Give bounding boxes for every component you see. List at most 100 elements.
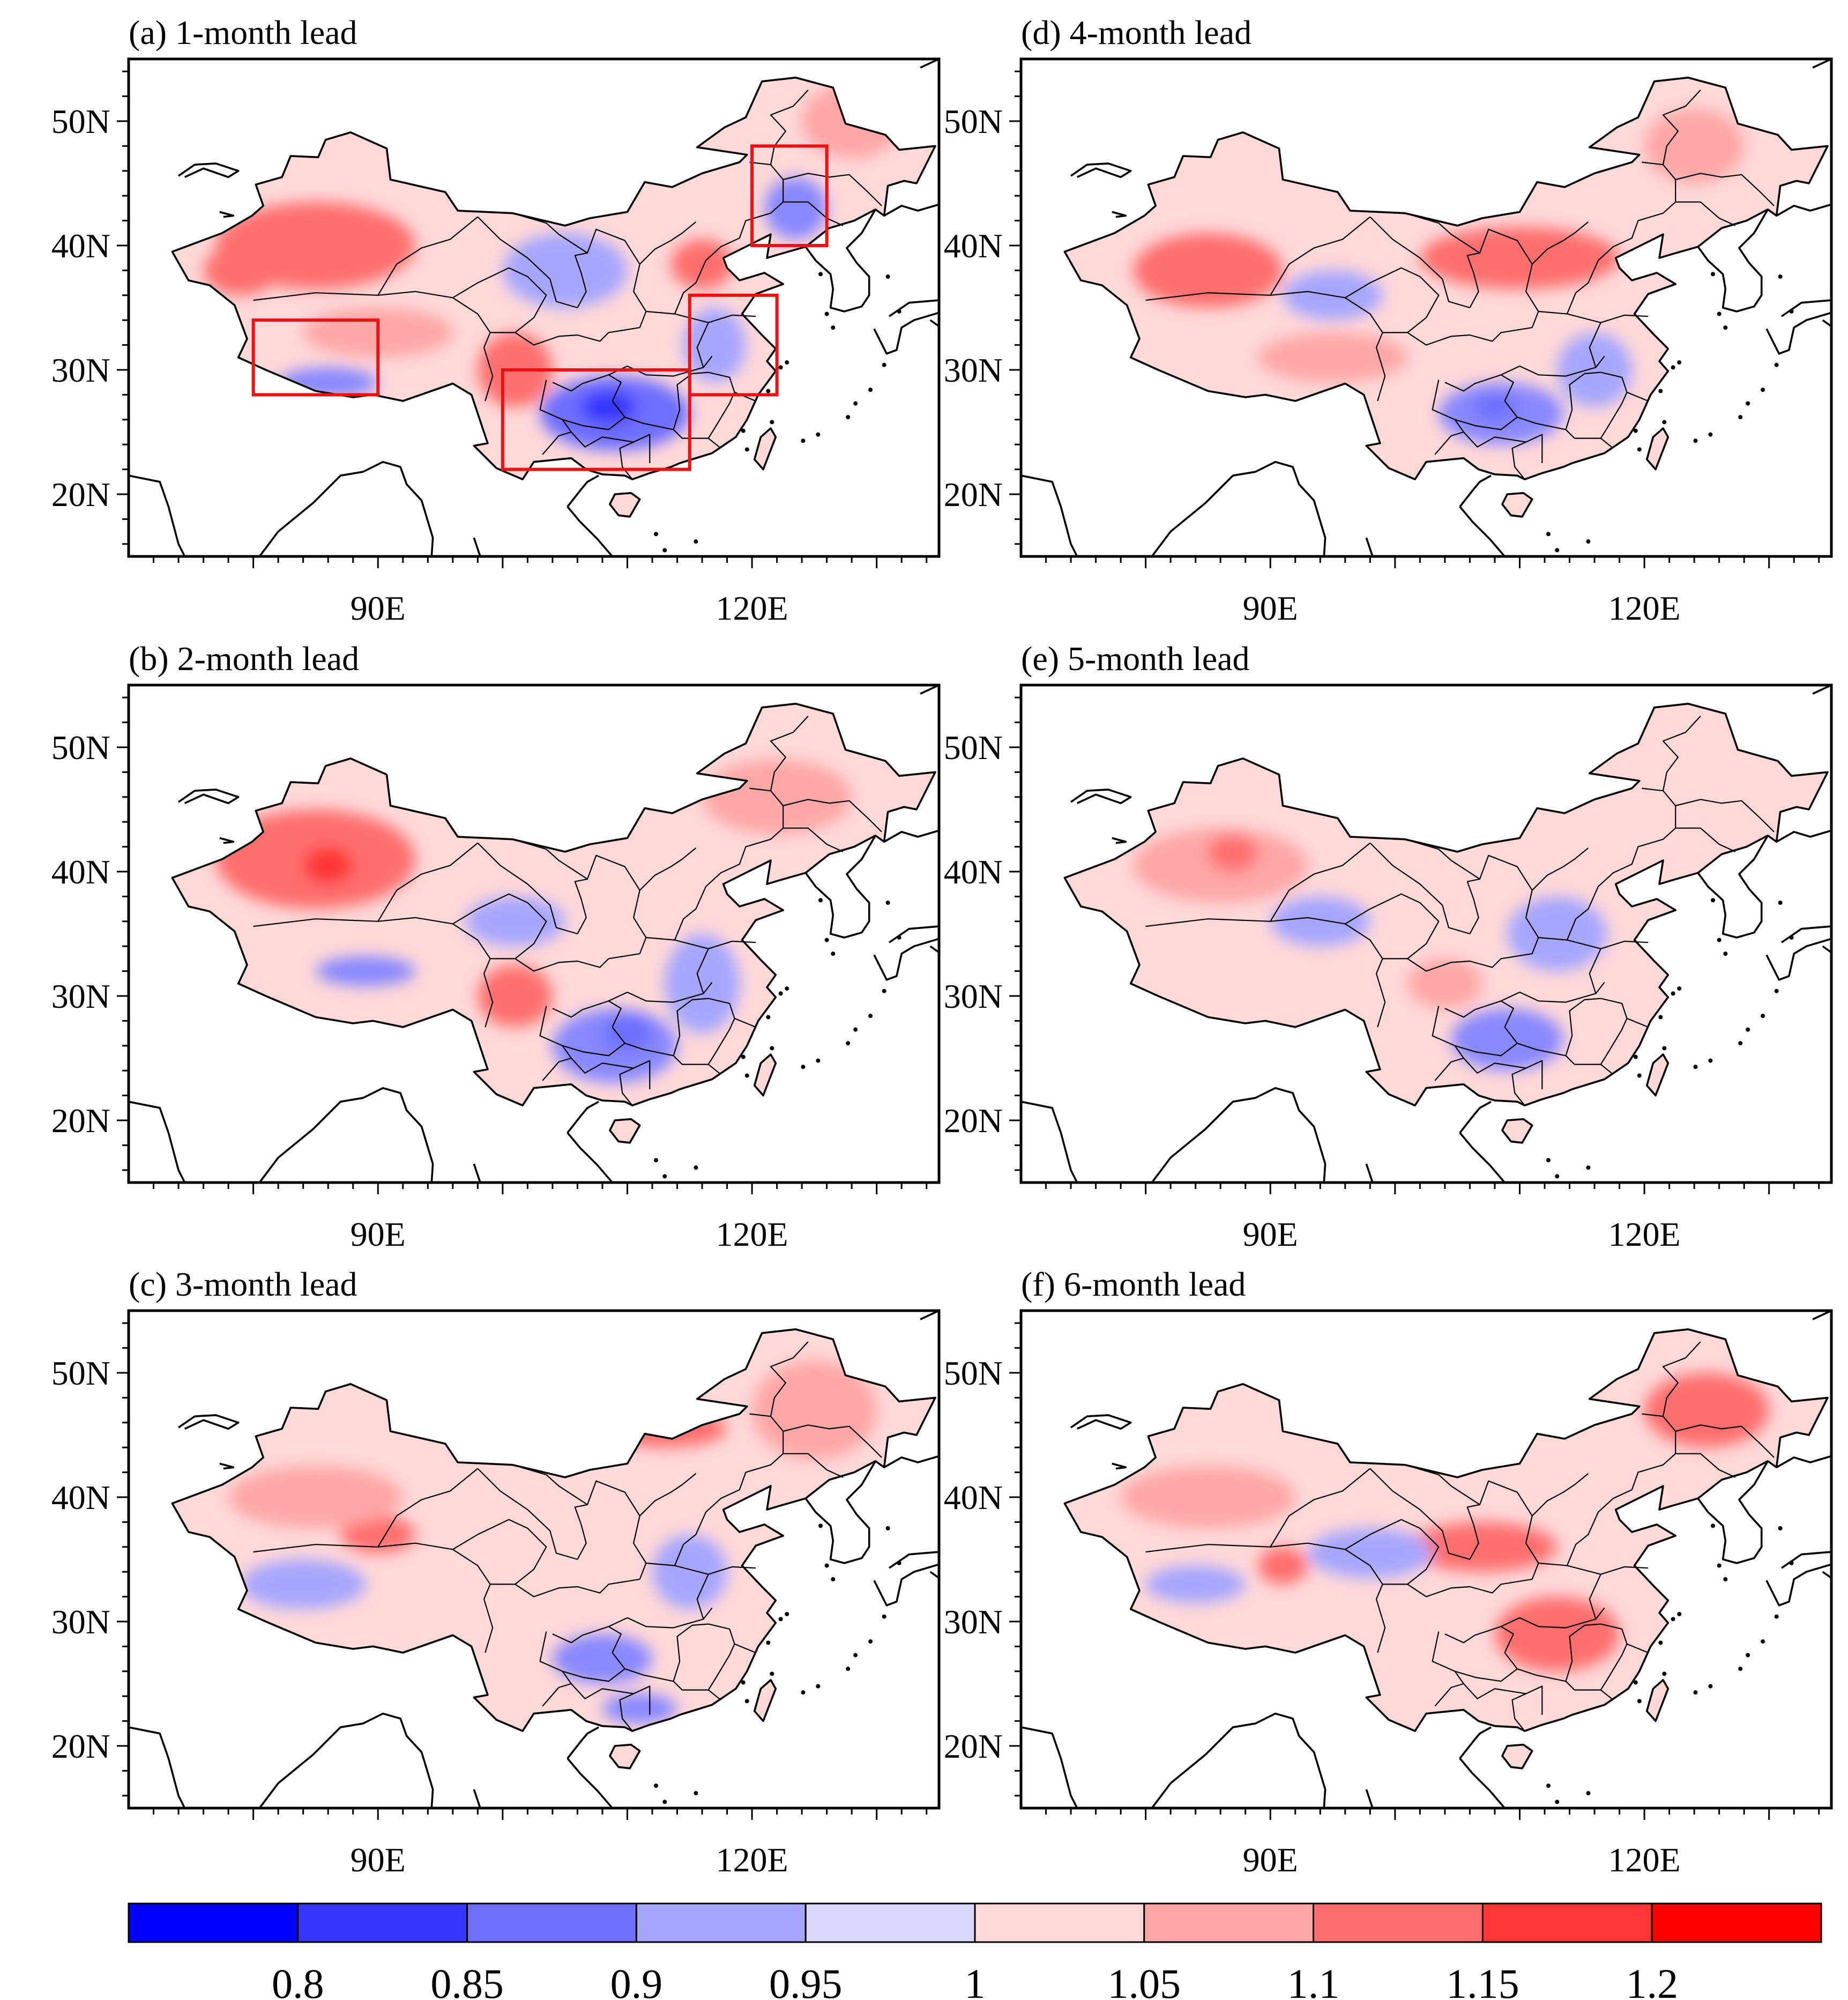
shade-patch-1: [203, 246, 279, 295]
province-line-8: [570, 1058, 651, 1089]
islet: [1586, 1791, 1591, 1796]
panel-frame: [1019, 1309, 1833, 1810]
province-line-4: [490, 327, 640, 346]
panel-frame: [127, 1309, 941, 1810]
shade-patch-5: [1121, 1466, 1295, 1528]
province-line-18: [1466, 228, 1533, 308]
islet: [1637, 1073, 1642, 1078]
islet: [1671, 991, 1675, 996]
coastline-5: [804, 835, 876, 939]
island-1: [753, 427, 777, 471]
province-line-18: [574, 1480, 640, 1560]
islet: [694, 539, 698, 544]
coastline-8: [888, 1551, 940, 1569]
province-line-16: [633, 221, 697, 312]
lat-tick-label: 50N: [51, 728, 110, 767]
islet: [1677, 360, 1682, 365]
province-line-22: [770, 90, 809, 165]
islet: [1711, 272, 1716, 277]
islet: [846, 415, 851, 420]
lon-tick-label: 90E: [351, 1841, 406, 1879]
islet: [1711, 898, 1716, 903]
islet: [1723, 1577, 1728, 1582]
lat-tick-label: 40N: [944, 853, 1003, 891]
islet: [766, 1015, 771, 1020]
province-borders: [1145, 1341, 1775, 1731]
islet: [766, 1640, 771, 1645]
islet: [831, 325, 836, 330]
islet: [897, 1560, 901, 1565]
coastline-5: [804, 1460, 876, 1564]
province-line-9: [1517, 417, 1614, 449]
islet: [824, 311, 829, 316]
islet: [778, 365, 783, 370]
province-line-7: [1455, 400, 1518, 430]
island-0: [1501, 492, 1533, 518]
islet: [1789, 1560, 1794, 1565]
coastline-3: [1459, 1101, 1492, 1134]
island-1: [753, 1053, 777, 1097]
province-line-18: [574, 228, 640, 308]
islet: [882, 988, 886, 993]
coastline-1: [1151, 1087, 1327, 1184]
province-line-17: [1566, 161, 1676, 315]
coastline-3: [567, 474, 599, 508]
province-line-16: [633, 847, 697, 938]
coastline-2: [1365, 1789, 1374, 1809]
province-line-5: [552, 374, 622, 402]
coastline-10: [920, 684, 940, 695]
shade-patch-7: [1557, 332, 1632, 407]
lat-tick-label: 30N: [51, 977, 110, 1015]
colorbar-swatch: [1651, 1902, 1822, 1943]
shading-field-f: [1064, 1329, 1828, 1731]
province-line-20: [1675, 201, 1736, 226]
province-line-20: [1675, 827, 1736, 852]
islet: [1774, 362, 1779, 367]
province-line-20: [783, 201, 844, 226]
axis-ticks: [117, 70, 928, 568]
province-line-18: [1466, 1480, 1533, 1560]
coastline-10: [1812, 58, 1832, 69]
islet: [1774, 988, 1779, 993]
province-line-5: [552, 1000, 622, 1028]
panel-title-a: (a) 1-month lead: [129, 13, 357, 51]
islet: [868, 1639, 873, 1644]
coastline-8: [888, 925, 940, 943]
island-1: [1645, 1679, 1670, 1722]
province-line-12: [707, 371, 735, 439]
coastline-11: [1070, 162, 1132, 179]
shade-patch-2: [1407, 1522, 1558, 1572]
colorbar-label: 0.85: [430, 1960, 504, 2000]
islet: [1708, 432, 1713, 437]
panel-frame: [1019, 57, 1833, 558]
lat-tick-label: 30N: [944, 977, 1003, 1015]
islet: [1658, 1015, 1663, 1020]
coastline-3: [567, 1101, 599, 1134]
islet: [801, 1690, 806, 1695]
coastline-5: [804, 209, 876, 313]
coastline-9: [929, 319, 940, 328]
coastline-2: [473, 1163, 481, 1183]
islet: [694, 1165, 698, 1170]
axis-ticks: [117, 696, 928, 1194]
islet: [1711, 1523, 1716, 1528]
coastlines: [128, 1310, 940, 1809]
province-line-15: [639, 310, 709, 328]
coastline-0: [1020, 1101, 1078, 1183]
islet: [1778, 1526, 1783, 1530]
islet: [846, 1041, 851, 1046]
lat-tick-label: 40N: [944, 227, 1003, 265]
islet: [818, 272, 823, 277]
islet: [778, 1617, 783, 1622]
panel-title-c: (c) 3-month lead: [129, 1265, 357, 1303]
province-line-1: [377, 216, 478, 296]
coastline-7: [873, 311, 940, 355]
coastline-0: [128, 1101, 186, 1183]
axis-ticks: [1009, 70, 1820, 568]
islet: [853, 1653, 858, 1657]
province-borders: [253, 1341, 882, 1731]
china-outline: [171, 703, 936, 1106]
colorbar-swatch: [297, 1902, 468, 1943]
coastline-2: [1365, 537, 1374, 557]
province-line-17: [1566, 1413, 1676, 1566]
